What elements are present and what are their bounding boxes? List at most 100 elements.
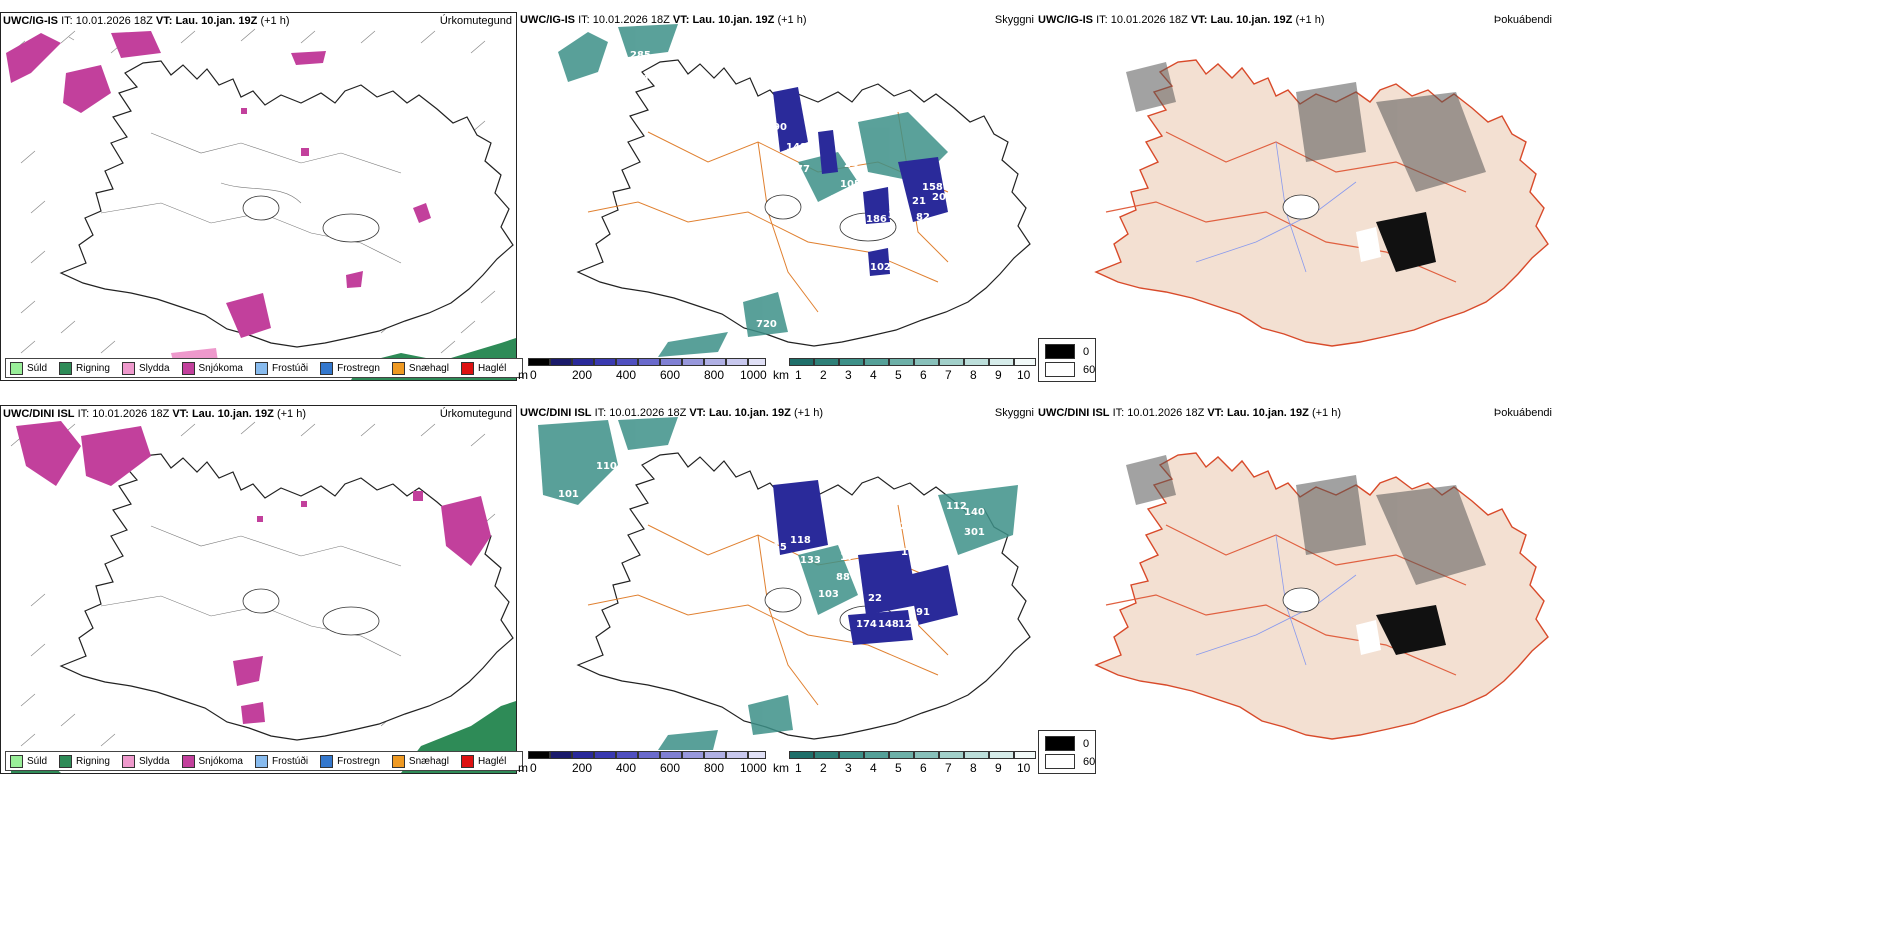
visibility-tick: 1 [795,368,802,382]
ceiling-tick: 600 [660,368,681,382]
cell-value: 720 [756,319,777,330]
colorbar-segment [726,358,748,366]
colorbar-segment [889,751,914,759]
panel-title: UWC/DINI ISL IT: 10.01.2026 18Z VT: Lau.… [1038,407,1341,419]
ceiling-tick: 800 [704,368,725,382]
cell-value: 103 [818,589,839,600]
panel-label: Úrkomutegund [439,15,512,27]
colorbar-segment [1014,751,1036,759]
colorbar-segment [789,358,814,366]
colorbar-segment [964,358,989,366]
visibility-panel-1: 285 104 15 13 17 11 71 90 148 77 24 16 1… [518,12,1038,387]
cell-value: 24 [844,159,858,170]
cell-value: 301 [964,527,985,538]
colorbar-segment [889,358,914,366]
panel-label: Þokuábendi [1493,407,1552,419]
ceiling-tick: 0 [530,368,537,382]
visibility-tick: 8 [970,761,977,775]
colorbar-segment [660,751,682,759]
cell-value: 11 [586,98,600,109]
colorbar-segment [638,751,660,759]
cell-value: 71 [888,69,902,80]
visibility-tick: 9 [995,368,1002,382]
panel-label: Þokuábendi [1493,14,1552,26]
ceiling-colorbar: m 0 200 400 600 800 1000 [518,751,768,779]
visibility-panel-2: 110 315 101 15 26 118 115 133 17 88 154 … [518,405,1038,780]
cell-value: 158 [922,182,943,193]
cell-value: 204 [932,192,953,203]
panel-label: Skyggni [994,407,1034,419]
colorbar-segment [989,751,1014,759]
cell-value: 21 [912,196,926,207]
panel-title: UWC/IG-IS IT: 10.01.2026 18Z VT: Lau. 10… [520,14,807,26]
legend-item: Frostúði [254,754,308,768]
colorbar-segment [839,751,864,759]
cell-value: 91 [916,607,930,618]
visibility-map-2: 110 315 101 15 26 118 115 133 17 88 154 … [538,417,1031,750]
legend-item: Súld [10,361,47,375]
colorbar-segment [572,751,594,759]
cell-value: 140 [964,507,985,518]
cell-value: 77 [796,164,810,175]
colorbar-segment [594,751,616,759]
visibility-unit: km [773,761,789,775]
cell-value: 102 [870,262,891,273]
cell-value: 411 [898,229,919,240]
colorbar-segment [528,751,550,759]
visibility-tick: 8 [970,368,977,382]
ceiling-tick: 400 [616,761,637,775]
cell-value: 133 [800,555,821,566]
colorbar-segment [814,751,839,759]
cell-value: 88 [836,572,850,583]
visibility-tick: 2 [820,761,827,775]
precip-legend: Súld Rigning Slydda Snjókoma Frostúði Fr… [5,751,524,771]
cell-value: 110 [596,461,617,472]
visibility-tick: 9 [995,761,1002,775]
ceiling-tick: 200 [572,761,593,775]
colorbar-segment [616,358,638,366]
cell-value: 120 [898,619,919,630]
visibility-tick: 4 [870,761,877,775]
visibility-map-1: 285 104 15 13 17 11 71 90 148 77 24 16 1… [558,24,1031,357]
panel-title: UWC/DINI ISL IT: 10.01.2026 18Z VT: Lau.… [520,407,823,419]
visibility-unit: km [773,368,789,382]
cell-value: 285 [630,50,651,61]
fog-map-1 [1095,59,1549,347]
legend-item: Frostregn [320,754,380,768]
colorbar-segment [748,358,766,366]
legend-item: Snjókoma [181,754,243,768]
visibility-tick: 1 [795,761,802,775]
cell-value: 115 [766,542,787,553]
visibility-tick: 5 [895,761,902,775]
ceiling-tick: 800 [704,761,725,775]
panel-title: UWC/IG-IS IT: 10.01.2026 18Z VT: Lau. 10… [1038,14,1325,26]
precip-legend: Súld Rigning Slydda Snjókoma Frostúði Fr… [5,358,524,378]
colorbar-segment [638,358,660,366]
colorbar-segment [864,358,889,366]
colorbar-segment [939,358,964,366]
fog-legend-1: 0 60 [1038,338,1096,382]
cell-value: 82 [916,212,930,223]
cell-value: 16 [903,104,917,115]
visibility-tick: 5 [895,368,902,382]
colorbar-segment [726,751,748,759]
cell-value: 104 [618,66,639,77]
colorbar-segment [550,358,572,366]
cell-value: 101 [558,489,579,500]
visibility-tick: 6 [920,761,927,775]
colorbar-segment [616,751,638,759]
ceiling-unit: m [518,368,528,382]
fog-legend-entry: 60 [1045,754,1095,769]
colorbar-segment [594,358,616,366]
ceiling-tick: 600 [660,761,681,775]
colorbar-segment [704,358,726,366]
ceiling-tick: 400 [616,368,637,382]
visibility-tick: 10 [1017,761,1031,775]
colorbar-segment [989,358,1014,366]
colorbar-segment [528,358,550,366]
colorbar-segment [550,751,572,759]
panel-label: Úrkomutegund [439,408,512,420]
colorbar-segment [864,751,889,759]
fog-legend-entry: 0 [1045,344,1089,359]
cell-value: 17 [606,92,620,103]
